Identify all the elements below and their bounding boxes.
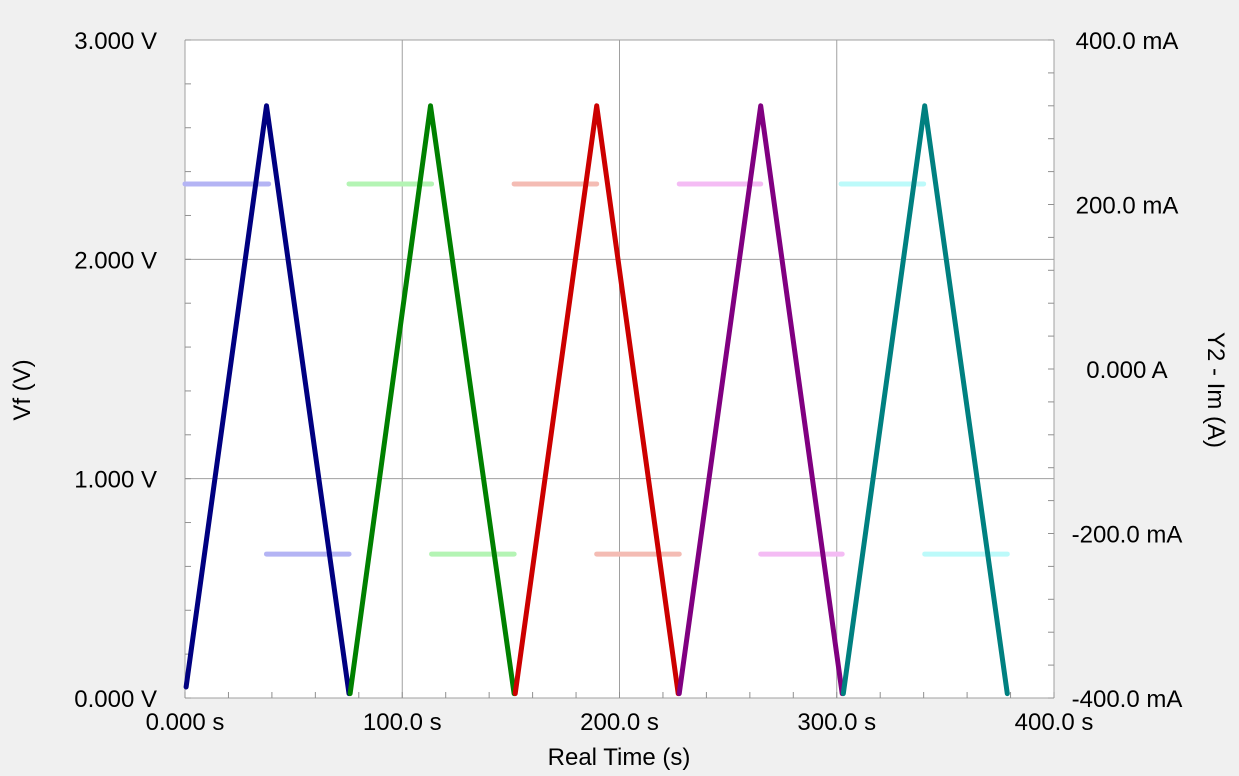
- y-tick-label: 1.000 V: [74, 467, 157, 494]
- x-tick-label: 300.0 s: [797, 709, 876, 736]
- minor-ticks: [184, 39, 1055, 699]
- x-tick-label: 100.0 s: [363, 709, 442, 736]
- y2-tick-label: 0.000 A: [1086, 357, 1167, 384]
- voltage-series-group: [183, 103, 1010, 697]
- voltage-series-line: [183, 103, 352, 697]
- x-axis-label: Real Time (s): [548, 744, 691, 771]
- y2-axis-label: Y2 - Im (A): [1202, 332, 1229, 448]
- voltage-series-line: [512, 103, 681, 697]
- y-tick-label: 3.000 V: [74, 28, 157, 55]
- y2-tick-label: -200.0 mA: [1072, 522, 1183, 549]
- y2-tick-label: 200.0 mA: [1076, 193, 1179, 220]
- y2-tick-label: -400.0 mA: [1072, 686, 1183, 713]
- y-tick-label: 0.000 V: [74, 686, 157, 713]
- current-series-group: [182, 181, 1010, 557]
- voltage-series-line: [840, 103, 1010, 697]
- x-tick-label: 0.000 s: [146, 709, 225, 736]
- y-axis-label: Vf (V): [9, 359, 36, 420]
- y-tick-label: 2.000 V: [74, 247, 157, 274]
- voltage-series-line: [347, 103, 517, 697]
- y2-tick-label: 400.0 mA: [1076, 28, 1179, 55]
- x-tick-label: 200.0 s: [580, 709, 659, 736]
- x-tick-label: 400.0 s: [1015, 709, 1094, 736]
- voltage-series-line: [676, 103, 845, 697]
- tick-labels: 0.000 s 100.0 s 200.0 s 300.0 s 400.0 s 0.000…: [74, 28, 1182, 736]
